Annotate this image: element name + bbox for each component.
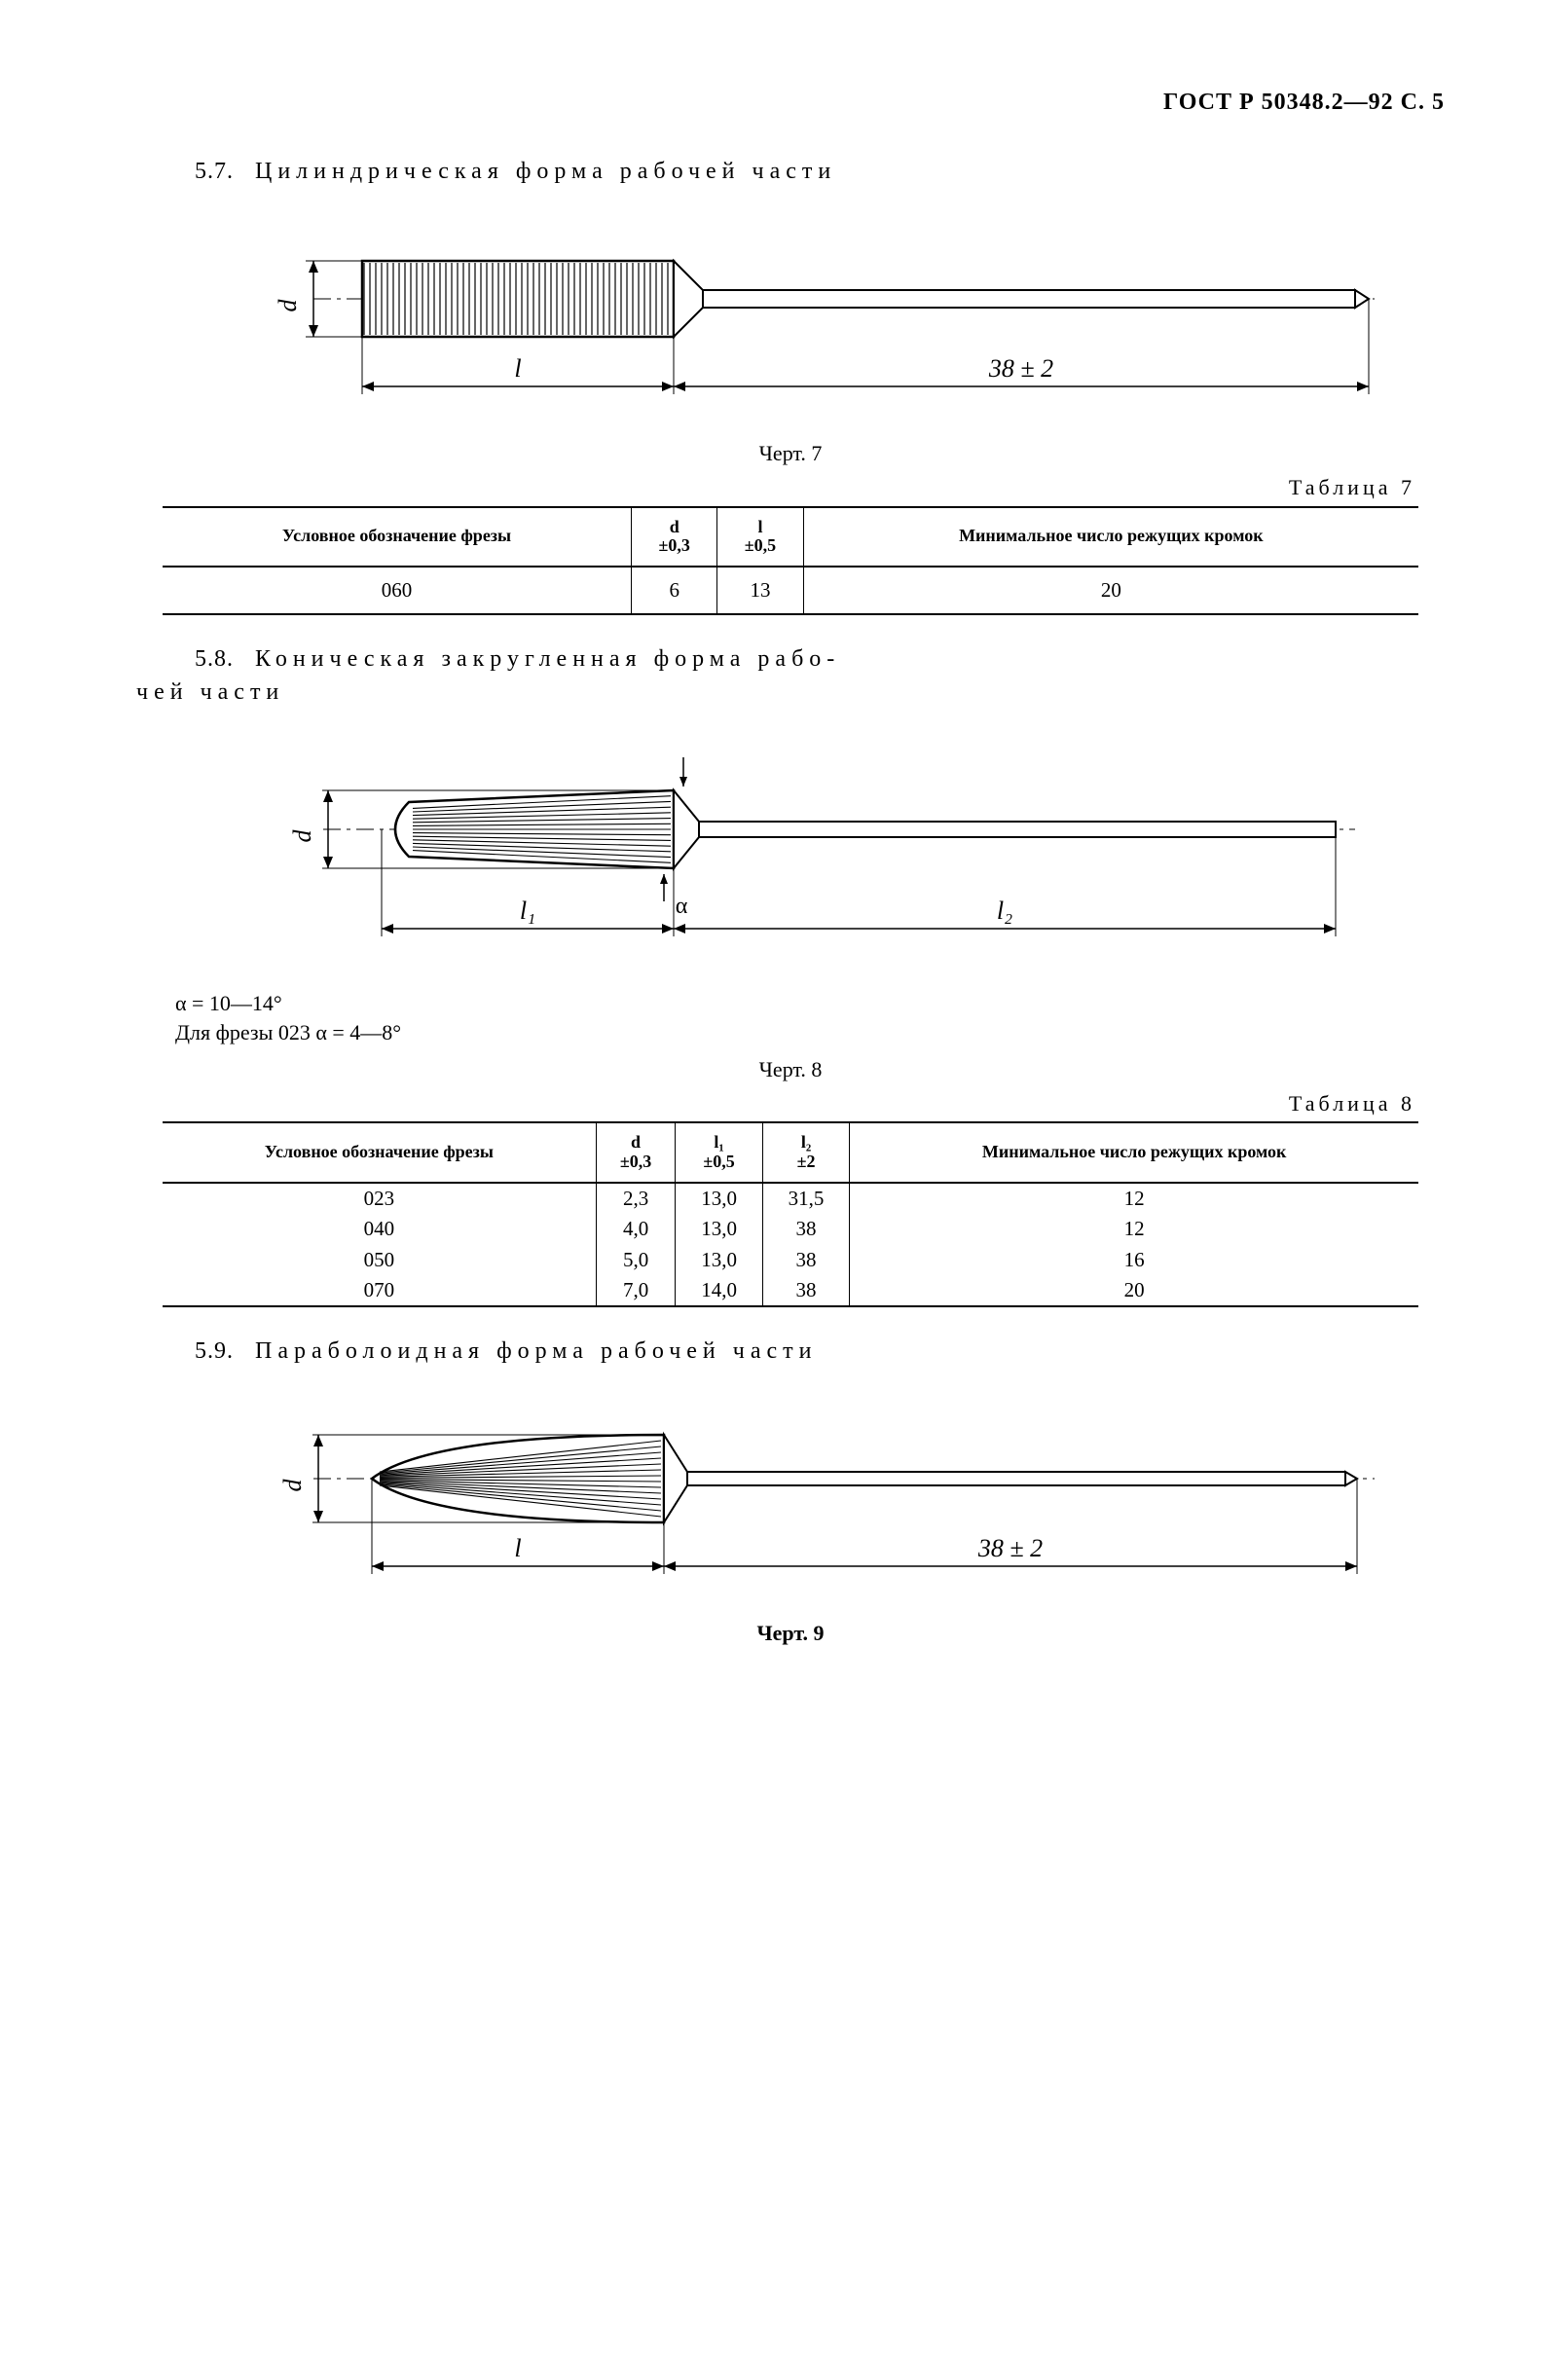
table-header: Минимальное число режущих кромок xyxy=(803,507,1418,568)
svg-text:l: l xyxy=(514,1534,521,1562)
svg-text:α: α xyxy=(676,894,688,919)
figure-8-caption: Черт. 8 xyxy=(136,1056,1445,1084)
table-header: d±0,3 xyxy=(632,507,717,568)
table-cell: 023 xyxy=(163,1183,596,1214)
table-cell: 14,0 xyxy=(676,1275,762,1306)
table-header: Условное обозначение фрезы xyxy=(163,1122,596,1183)
table-header: l₂±2 xyxy=(762,1122,849,1183)
svg-text:l₁: l₁ xyxy=(520,897,535,925)
table-cell: 12 xyxy=(850,1183,1418,1214)
table-cell: 16 xyxy=(850,1245,1418,1275)
table-cell: 070 xyxy=(163,1275,596,1306)
svg-text:l: l xyxy=(514,354,521,383)
page-header: ГОСТ Р 50348.2—92 С. 5 xyxy=(136,88,1445,118)
table-7: Условное обозначение фрезыd±0,3l±0,5Мини… xyxy=(163,506,1418,616)
svg-text:38 ± 2: 38 ± 2 xyxy=(988,354,1053,383)
section-5-8-title-cont: чей части xyxy=(136,677,1445,708)
figure-7: d l 38 ± 2 xyxy=(206,206,1375,430)
section-5-8-text-2: чей части xyxy=(136,679,284,705)
table-8-label: Таблица 8 xyxy=(136,1090,1415,1118)
table-cell: 20 xyxy=(850,1275,1418,1306)
table-header: Минимальное число режущих кромок xyxy=(850,1122,1418,1183)
table-cell: 13 xyxy=(717,567,803,614)
section-5-9-text: Параболоидная форма рабочей части xyxy=(255,1338,817,1364)
figure-9: d l 38 ± 2 xyxy=(206,1386,1375,1610)
table-header: d±0,3 xyxy=(596,1122,676,1183)
table-cell: 7,0 xyxy=(596,1275,676,1306)
svg-text:d: d xyxy=(278,1479,307,1492)
figure-8: d α l₁ l₂ xyxy=(206,722,1375,975)
table-cell: 060 xyxy=(163,567,632,614)
svg-text:d: d xyxy=(274,299,302,312)
angle-note-1: α = 10—14° xyxy=(175,989,1445,1018)
table-cell: 13,0 xyxy=(676,1245,762,1275)
table-cell: 38 xyxy=(762,1275,849,1306)
table-cell: 12 xyxy=(850,1214,1418,1244)
table-cell: 13,0 xyxy=(676,1183,762,1214)
angle-note: α = 10—14° Для фрезы 023 α = 4—8° xyxy=(175,989,1445,1046)
table-cell: 4,0 xyxy=(596,1214,676,1244)
section-5-7-title: 5.7. Цилиндрическая форма рабочей части xyxy=(195,157,1445,187)
section-5-7-num: 5.7. xyxy=(195,159,234,184)
table-cell: 20 xyxy=(803,567,1418,614)
table-cell: 13,0 xyxy=(676,1214,762,1244)
table-cell: 38 xyxy=(762,1214,849,1244)
table-7-label: Таблица 7 xyxy=(136,474,1415,502)
table-cell: 2,3 xyxy=(596,1183,676,1214)
section-5-9-num: 5.9. xyxy=(195,1338,234,1364)
table-header: l₁±0,5 xyxy=(676,1122,762,1183)
table-cell: 5,0 xyxy=(596,1245,676,1275)
section-5-8-text-1: Коническая закругленная форма рабо- xyxy=(255,646,840,672)
table-cell: 38 xyxy=(762,1245,849,1275)
svg-text:l₂: l₂ xyxy=(997,897,1012,925)
table-header: Условное обозначение фрезы xyxy=(163,507,632,568)
table-cell: 050 xyxy=(163,1245,596,1275)
table-cell: 31,5 xyxy=(762,1183,849,1214)
section-5-8-title: 5.8. Коническая закругленная форма рабо- xyxy=(195,644,1445,675)
section-5-8-num: 5.8. xyxy=(195,646,234,672)
figure-7-caption: Черт. 7 xyxy=(136,440,1445,468)
figure-9-caption: Черт. 9 xyxy=(136,1620,1445,1648)
svg-text:38 ± 2: 38 ± 2 xyxy=(977,1534,1043,1562)
svg-text:d: d xyxy=(288,828,316,842)
angle-note-2: Для фрезы 023 α = 4—8° xyxy=(175,1018,1445,1047)
table-cell: 6 xyxy=(632,567,717,614)
section-5-7-text: Цилиндрическая форма рабочей части xyxy=(255,159,836,184)
section-5-9-title: 5.9. Параболоидная форма рабочей части xyxy=(195,1336,1445,1367)
table-header: l±0,5 xyxy=(717,507,803,568)
table-cell: 040 xyxy=(163,1214,596,1244)
table-8: Условное обозначение фрезыd±0,3l₁±0,5l₂±… xyxy=(163,1121,1418,1307)
